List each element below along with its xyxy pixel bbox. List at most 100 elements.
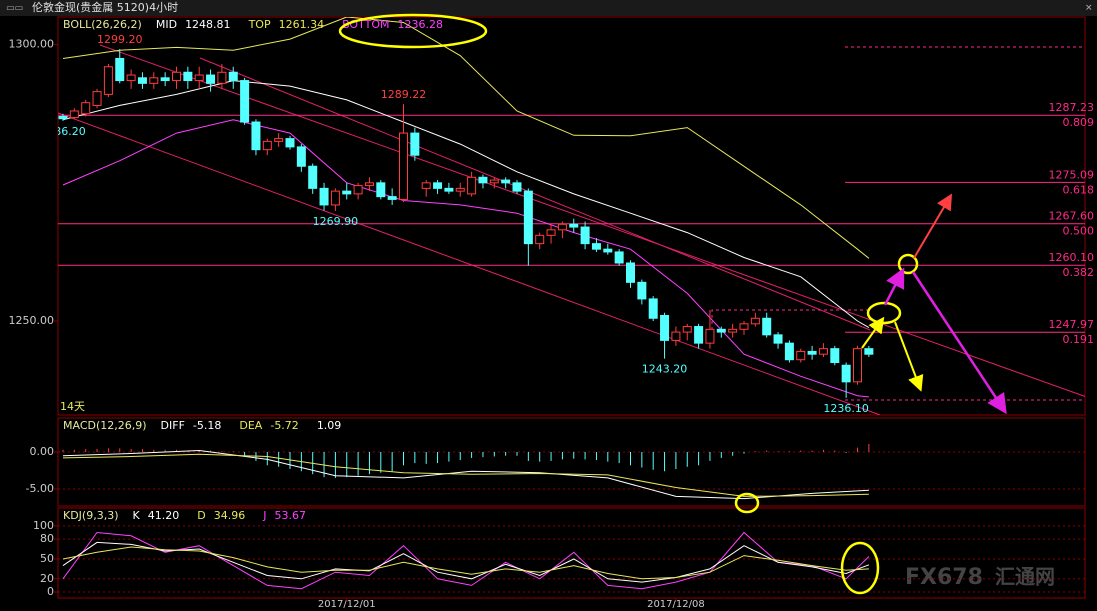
candle-body	[796, 350, 806, 361]
candle-body	[546, 229, 556, 236]
y-tick-label: 80	[40, 532, 54, 545]
fib-price: 1247.97	[1049, 318, 1095, 331]
arrow	[894, 321, 924, 392]
x-tick-label: 2017/12/01	[318, 599, 376, 610]
candle-body	[660, 315, 670, 341]
price-annotation: 1269.90	[313, 215, 359, 228]
indicator-value: 1.09	[317, 419, 342, 432]
candle-body	[626, 262, 635, 283]
candle-body	[523, 190, 533, 245]
candle-body	[364, 182, 374, 187]
candle-body	[399, 132, 408, 200]
candle-body	[614, 251, 624, 264]
channel-line	[199, 57, 871, 331]
candle-body	[115, 57, 125, 82]
highlight-ellipse	[338, 13, 488, 49]
candle-body	[694, 326, 704, 344]
candle-body	[410, 132, 420, 156]
candle-body	[69, 110, 79, 119]
candle-body	[671, 331, 681, 341]
dotted-line	[711, 309, 870, 330]
y-tick-label: 0	[47, 585, 54, 598]
candle-body	[342, 190, 352, 195]
indicator-line	[62, 531, 870, 590]
arrow	[913, 193, 953, 259]
indicator-title: KDJ(9,3,3)	[63, 509, 119, 522]
candle-body	[172, 71, 181, 82]
indicator-name: TOP	[248, 18, 271, 31]
price-annotation: 1289.22	[381, 88, 427, 101]
watermark: 汇通网	[995, 565, 1055, 589]
fib-ratio: 0.191	[1063, 333, 1095, 346]
candle-body	[433, 182, 443, 189]
y-tick-label: -5.00	[26, 482, 54, 495]
candle-body	[455, 187, 465, 192]
channel-line	[58, 112, 881, 415]
fib-ratio: 0.382	[1063, 266, 1095, 279]
highlight-ellipse	[840, 541, 880, 595]
indicator-value: -5.72	[270, 419, 298, 432]
candle-body	[81, 102, 91, 115]
candle-body	[296, 146, 306, 167]
candle-body	[183, 71, 193, 82]
candle-body	[728, 328, 738, 333]
indicator-line	[62, 449, 869, 500]
candle-body	[444, 187, 454, 192]
candle-body	[807, 350, 817, 355]
candle-body	[217, 71, 227, 84]
candle-body	[58, 116, 68, 120]
indicator-name: DIFF	[161, 419, 185, 432]
indicator-line	[62, 119, 869, 398]
candle-body	[251, 121, 261, 151]
indicator-name: K	[133, 509, 141, 522]
menu-icon[interactable]: ▭▭	[6, 4, 23, 14]
price-annotation: 1286.20	[40, 125, 86, 138]
indicator-name: DEA	[239, 419, 262, 432]
candle-body	[818, 348, 828, 355]
close-icon[interactable]: ✕	[1085, 4, 1093, 14]
watermark: FX678	[905, 565, 983, 590]
drawings	[58, 44, 1085, 415]
title-bar	[0, 0, 1097, 16]
candle-body	[103, 66, 113, 95]
indicator-title: MACD(12,26,9)	[63, 419, 147, 432]
price-annotation: 1236.10	[823, 402, 869, 415]
arrow	[883, 267, 905, 306]
candle-body	[330, 190, 340, 206]
indicator-value: 53.67	[274, 509, 306, 522]
candle-body	[591, 243, 601, 250]
window-title: 伦敦金现(贵金属 5120)4小时	[32, 0, 178, 14]
fib-ratio: 0.809	[1063, 116, 1095, 129]
candle-body	[387, 196, 397, 200]
price-annotation: 1299.20	[97, 33, 143, 46]
candle-body	[285, 138, 295, 148]
candle-body	[489, 179, 499, 184]
candle-body	[603, 248, 613, 253]
y-tick-label: 0.00	[30, 445, 55, 458]
indicator-line	[62, 541, 870, 583]
candle-body	[512, 182, 522, 192]
candle-body	[467, 176, 477, 195]
indicator-line	[62, 453, 869, 497]
fib-price: 1275.09	[1049, 168, 1095, 181]
arrow	[911, 271, 1007, 415]
price-annotation: 1243.20	[642, 363, 688, 376]
y-tick-label: 100	[33, 519, 54, 532]
indicator-value: 1261.34	[279, 18, 325, 31]
candle-body	[569, 223, 579, 228]
candle-body	[194, 74, 204, 82]
candle-body	[773, 334, 783, 344]
candle-body	[240, 80, 250, 123]
fib-price: 1287.23	[1049, 101, 1095, 114]
indicator-value: 1248.81	[185, 18, 231, 31]
candle-body	[705, 328, 715, 344]
highlight-ellipse	[734, 492, 760, 514]
candle-body	[501, 179, 511, 184]
y-tick-label: 1250.00	[9, 314, 55, 327]
candle-body	[853, 348, 862, 383]
candle-body	[739, 323, 749, 330]
y-tick-label: 20	[40, 572, 54, 585]
indicator-title: BOLL(26,26,2)	[63, 18, 142, 31]
